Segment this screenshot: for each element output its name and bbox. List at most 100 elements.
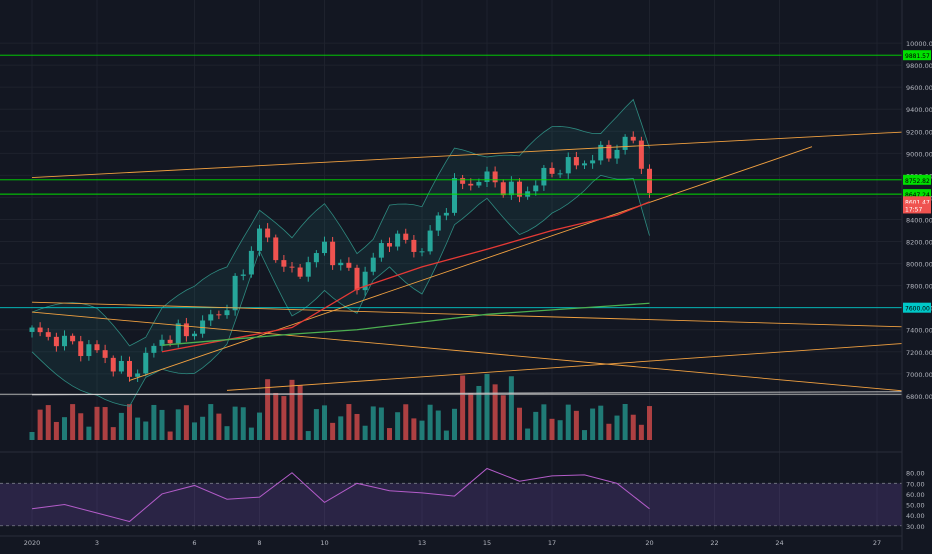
candle-body bbox=[78, 341, 84, 357]
volume-bar bbox=[29, 432, 35, 440]
volume-bar bbox=[460, 375, 466, 440]
level-label: 7600.00 bbox=[905, 306, 930, 313]
price-tick-label: 9200.00 bbox=[906, 128, 932, 136]
volume-bar bbox=[248, 427, 254, 440]
volume-bar bbox=[37, 409, 43, 440]
candle-body bbox=[443, 212, 449, 216]
volume-bar bbox=[476, 385, 482, 440]
candle-body bbox=[492, 171, 498, 183]
volume-bar bbox=[62, 417, 67, 440]
volume-bar bbox=[151, 404, 157, 440]
volume-bar bbox=[167, 431, 173, 440]
level-label: 9881.57 bbox=[905, 53, 930, 60]
bb-upper bbox=[31, 98, 650, 347]
volume-bar bbox=[606, 423, 612, 440]
volume-bar bbox=[638, 424, 644, 440]
volume-bar bbox=[94, 406, 100, 440]
candle-body bbox=[395, 233, 401, 247]
price-tick-label: 8200.00 bbox=[906, 239, 932, 247]
trend-line bbox=[31, 130, 932, 179]
volume-bar bbox=[647, 406, 652, 440]
price-badge-label: 8601.47 bbox=[905, 199, 930, 206]
candle-body bbox=[476, 181, 482, 186]
candle-body bbox=[573, 157, 579, 166]
candle-body bbox=[557, 173, 563, 175]
candle-body bbox=[216, 314, 222, 316]
rsi-tick-label: 50.00 bbox=[906, 502, 925, 510]
candle-body bbox=[86, 344, 92, 357]
price-tick-label: 8000.00 bbox=[906, 261, 932, 269]
volume-bar bbox=[240, 407, 246, 440]
volume-bar bbox=[370, 406, 376, 440]
volume-bar bbox=[517, 407, 522, 440]
candle-body bbox=[143, 352, 149, 374]
volume-bar bbox=[192, 422, 197, 440]
candle-body bbox=[53, 336, 59, 347]
candle-body bbox=[183, 323, 189, 337]
volume-bar bbox=[338, 416, 344, 440]
candle-body bbox=[248, 250, 254, 275]
candle-body bbox=[427, 230, 433, 252]
volume-bar bbox=[419, 420, 425, 440]
time-axis[interactable]: 2020368101315172022242729Feb357101214 bbox=[24, 539, 932, 547]
candle-body bbox=[45, 332, 51, 337]
volume-bar bbox=[484, 374, 490, 440]
time-tick-label: 20 bbox=[645, 539, 653, 547]
price-tick-label: 9000.00 bbox=[906, 150, 932, 158]
volume-bar bbox=[378, 407, 384, 440]
rsi-tick-label: 80.00 bbox=[906, 470, 925, 478]
candle-body bbox=[159, 339, 165, 346]
time-tick-label: 17 bbox=[548, 539, 556, 547]
candle-body bbox=[62, 335, 67, 347]
drawings bbox=[0, 54, 932, 396]
candle-body bbox=[533, 185, 539, 192]
volume-bar bbox=[598, 405, 604, 440]
time-tick-label: 6 bbox=[192, 539, 196, 547]
rsi-line bbox=[31, 467, 650, 523]
time-tick-label: 10 bbox=[320, 539, 328, 547]
candle-body bbox=[151, 345, 157, 353]
rsi-tick-label: 40.00 bbox=[906, 512, 925, 520]
volume-bar bbox=[143, 421, 149, 440]
candle-body bbox=[29, 327, 35, 332]
volume-bar bbox=[468, 393, 474, 440]
candle-body bbox=[208, 314, 214, 321]
price-tick-label: 7200.00 bbox=[906, 349, 932, 357]
rsi-tick-label: 60.00 bbox=[906, 491, 925, 499]
volume-bar bbox=[590, 408, 596, 440]
candle-body bbox=[37, 327, 43, 333]
price-tick-label: 10000.00 bbox=[906, 40, 932, 48]
candle-body bbox=[387, 243, 392, 247]
volume-bar bbox=[322, 405, 327, 440]
time-tick-label: 27 bbox=[873, 539, 881, 547]
time-tick-label: 8 bbox=[257, 539, 261, 547]
volume-bar bbox=[224, 426, 230, 440]
volume-bar bbox=[281, 396, 287, 440]
volume-bar bbox=[159, 409, 165, 440]
candle-body bbox=[346, 262, 352, 268]
time-tick-label: 24 bbox=[775, 539, 783, 547]
volume-bar bbox=[557, 420, 563, 440]
candle-body bbox=[508, 181, 514, 196]
trend-line bbox=[31, 391, 932, 396]
volume-bar bbox=[78, 413, 84, 440]
candle-body bbox=[590, 160, 596, 164]
volume-bar bbox=[435, 410, 441, 440]
candle-body bbox=[192, 333, 197, 337]
volume-bar bbox=[508, 376, 514, 440]
volume-bar bbox=[208, 404, 214, 440]
volume-bar bbox=[305, 431, 311, 440]
candle-body bbox=[500, 182, 506, 196]
price-axis[interactable]: 10000.00 9800.00 9600.00 9400.00 9200.00 9000… bbox=[901, 0, 932, 550]
volume-bar bbox=[102, 407, 108, 440]
trend-line bbox=[129, 146, 813, 381]
candle-body bbox=[118, 360, 124, 372]
volume-bar bbox=[582, 430, 587, 440]
candle-body bbox=[354, 267, 360, 291]
candle-body bbox=[411, 239, 417, 252]
time-tick-label: 3 bbox=[95, 539, 99, 547]
rsi-tick-label: 30.00 bbox=[906, 523, 925, 531]
